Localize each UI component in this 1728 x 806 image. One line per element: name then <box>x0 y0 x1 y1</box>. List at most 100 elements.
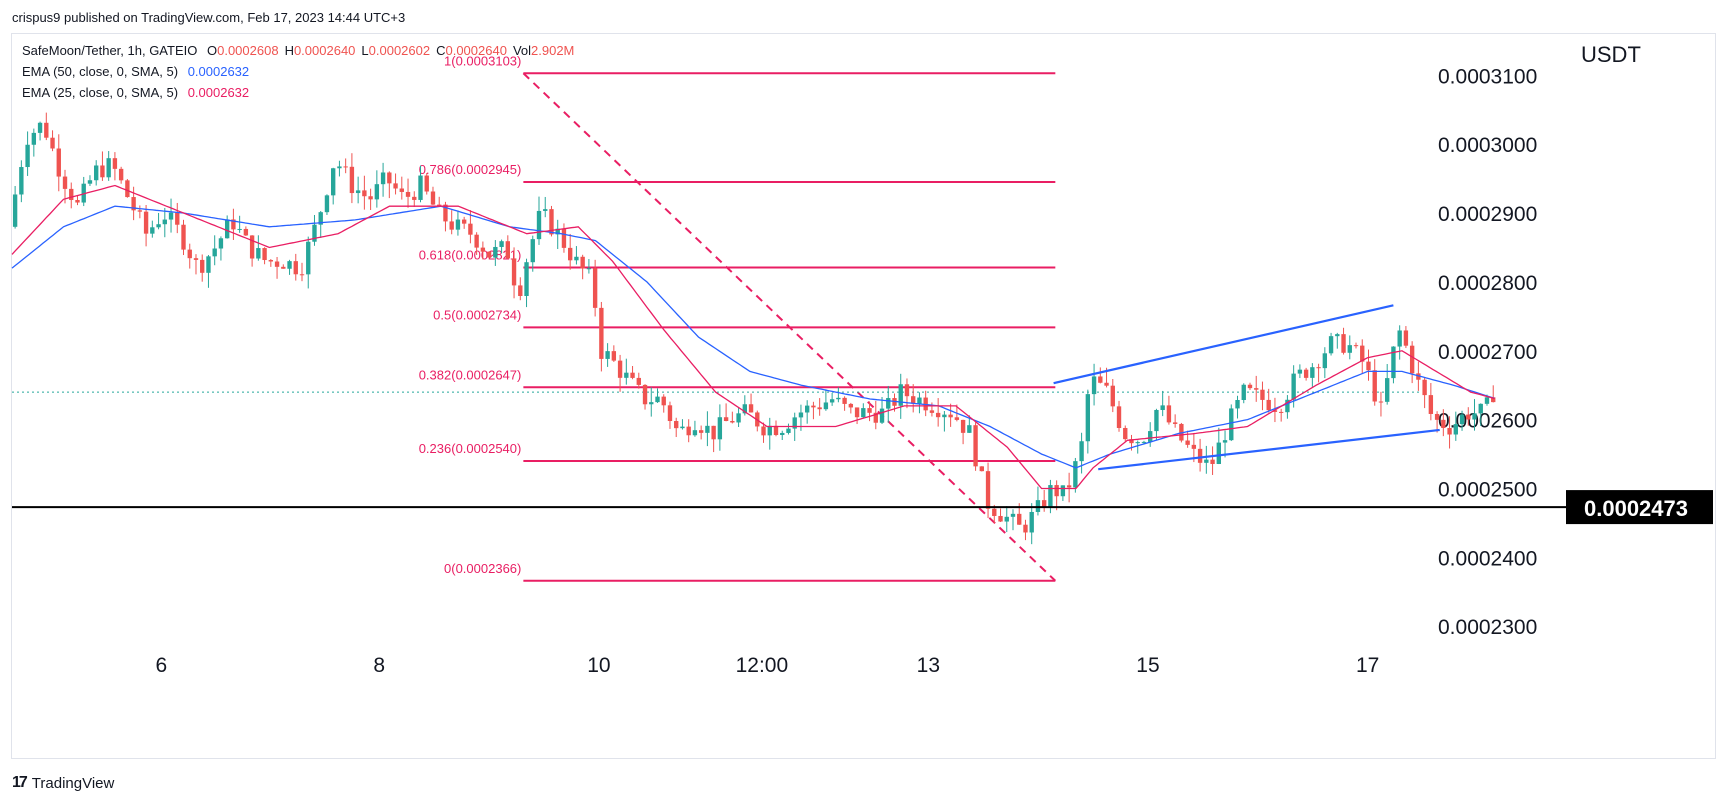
candle-body <box>1266 399 1271 411</box>
candle-body <box>998 515 1003 522</box>
fib-level-label: 0.786(0.0002945) <box>419 162 522 177</box>
candle-body <box>1110 385 1115 407</box>
candle-body <box>293 261 298 275</box>
legend-ema25-row: EMA (25, close, 0, SMA, 5) 0.0002632 <box>22 85 249 100</box>
candle-body <box>1197 448 1203 463</box>
legend-ohlc-key: C <box>436 43 446 58</box>
candle-body <box>823 402 829 410</box>
candle-body <box>1004 516 1009 522</box>
currency-label: USDT <box>1581 42 1641 67</box>
candle-body <box>1073 461 1078 488</box>
candle-body <box>380 172 386 185</box>
candle-body <box>705 425 710 433</box>
candle-body <box>636 377 641 385</box>
candle-body <box>237 228 242 230</box>
candle-body <box>1210 459 1215 464</box>
candle-body <box>1459 414 1465 425</box>
candle-body <box>1316 367 1321 369</box>
legend-ohlc-value: 2.902M <box>531 43 575 58</box>
y-axis-tick-label: 0.0002300 <box>1438 616 1537 639</box>
fib-level-label: 1(0.0003103) <box>444 53 521 68</box>
candle-body <box>1247 384 1253 389</box>
candle-body <box>1172 422 1178 424</box>
candle-body <box>767 425 772 436</box>
candle-body <box>1229 408 1234 441</box>
legend-ohlc-key: Vol <box>512 43 532 58</box>
candle-body <box>1303 369 1309 378</box>
candle-body <box>1104 382 1109 386</box>
candle-body <box>686 426 691 436</box>
candle-body <box>692 430 698 436</box>
candle-body <box>1422 379 1427 396</box>
candle-body <box>929 410 935 413</box>
candle-body <box>836 397 841 400</box>
candle-body <box>1023 524 1028 533</box>
candle-body <box>231 219 236 230</box>
legend-ema50-label: EMA (50, close, 0, SMA, 5) <box>22 64 179 79</box>
candle-body <box>530 239 535 263</box>
candle-body <box>31 132 37 145</box>
candle-body <box>1135 442 1140 444</box>
candle-body <box>44 122 49 138</box>
candle-body <box>935 412 941 418</box>
ema50-line <box>11 205 1495 469</box>
candle-body <box>1385 378 1390 402</box>
candle-body <box>967 425 972 433</box>
candle-body <box>630 372 635 378</box>
candle-body <box>1341 334 1346 353</box>
legend-ohlc-value: 0.0002640 <box>445 43 507 58</box>
candle-body <box>717 417 723 440</box>
candle-body <box>698 430 704 433</box>
candle-body <box>842 397 847 404</box>
candle-body <box>655 396 660 403</box>
candle-body <box>549 209 554 235</box>
candle-body <box>1123 427 1128 440</box>
candle-body <box>1472 413 1477 420</box>
candle-body <box>499 241 504 247</box>
candle-body <box>168 212 174 220</box>
candle-body <box>455 219 461 230</box>
candle-body <box>405 191 411 197</box>
legend-ohlc-value: 0.0002608 <box>217 43 279 58</box>
legend-symbol: SafeMoon/Tether, 1h, GATEIO <box>22 43 198 58</box>
candle-body <box>773 425 779 436</box>
legend-ema50-value: 0.0002632 <box>187 64 250 79</box>
candle-body <box>667 405 673 422</box>
candle-body <box>50 137 55 149</box>
candle-body <box>331 168 336 196</box>
candle-body <box>1372 370 1377 402</box>
candle-body <box>1403 330 1409 346</box>
candle-body <box>730 420 735 423</box>
x-axis-tick-label: 6 <box>155 654 167 677</box>
tradingview-logo-icon: 17 <box>12 774 28 791</box>
candle-body <box>904 384 910 397</box>
candle-body <box>780 432 785 436</box>
candle-body <box>1260 389 1265 400</box>
candle-body <box>1347 345 1352 353</box>
legend-symbol-row: SafeMoon/Tether, 1h, GATEIO O0.0002608 H0… <box>22 43 574 58</box>
legend-ohlc-value: 0.0002602 <box>368 43 431 58</box>
candle-body <box>911 396 916 404</box>
candle-body <box>143 211 149 234</box>
candle-body <box>649 402 654 405</box>
candle-body <box>1478 403 1483 414</box>
candle-body <box>1010 513 1016 517</box>
candle-body <box>181 224 186 250</box>
candle-body <box>337 166 342 169</box>
candle-body <box>1241 384 1246 401</box>
candle-body <box>62 176 68 189</box>
candle-body <box>430 191 436 205</box>
candle-body <box>979 466 984 472</box>
candle-body <box>1091 376 1097 395</box>
candle-body <box>574 256 579 261</box>
candle-body <box>1148 431 1153 442</box>
candle-body <box>973 425 978 467</box>
candle-body <box>81 183 86 203</box>
candle-body <box>387 172 392 184</box>
candle-body <box>443 204 448 222</box>
candle-body <box>486 251 492 258</box>
candle-body <box>954 417 960 420</box>
candle-body <box>1029 511 1034 533</box>
tradingview-logo[interactable]: 17 TradingView <box>12 774 114 792</box>
